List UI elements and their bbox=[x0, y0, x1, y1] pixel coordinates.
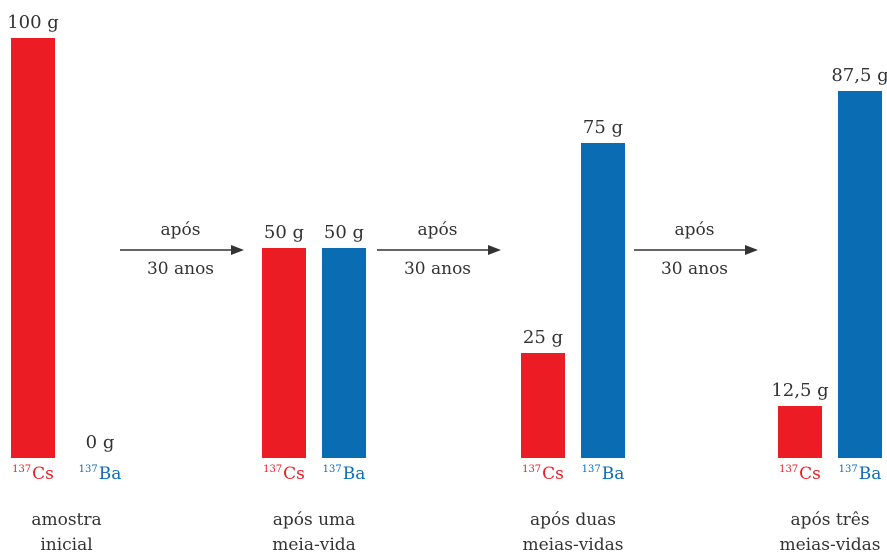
cs-mass-number: 137 bbox=[12, 464, 32, 475]
ba-mass-number: 137 bbox=[322, 464, 342, 475]
group-caption: após duas meias-vidas bbox=[493, 508, 653, 558]
group-caption-line1: após duas bbox=[529, 510, 617, 530]
arrow-label-bottom: 30 anos bbox=[146, 259, 215, 279]
time-arrow: após 30 anos bbox=[632, 212, 772, 292]
cs-symbol: Cs bbox=[799, 464, 821, 484]
group-caption-line1: após uma bbox=[272, 510, 356, 530]
ba-value-label: 50 g bbox=[323, 222, 365, 243]
arrow-label-top: após bbox=[417, 220, 458, 240]
ba-symbol: Ba bbox=[601, 464, 625, 484]
cs-bar bbox=[778, 405, 822, 458]
cs-mass-number: 137 bbox=[779, 464, 799, 475]
group-caption: após três meias-vidas bbox=[750, 508, 887, 558]
ba-bar bbox=[322, 248, 366, 458]
cs-value-label: 50 g bbox=[263, 222, 305, 243]
group-caption: após uma meia-vida bbox=[234, 508, 394, 558]
ba-bar bbox=[581, 143, 625, 458]
ba-mass-number: 137 bbox=[78, 464, 98, 475]
arrow-label-bottom: 30 anos bbox=[403, 259, 472, 279]
ba-bar bbox=[838, 90, 882, 458]
cs-137-label: 137Cs bbox=[244, 464, 324, 484]
cs-mass-number: 137 bbox=[263, 464, 283, 475]
ba-value-label: 0 g bbox=[85, 432, 115, 453]
ba-symbol: Ba bbox=[342, 464, 366, 484]
time-arrow: após 30 anos bbox=[118, 212, 258, 292]
arrow-label-top: após bbox=[160, 220, 201, 240]
ba-symbol: Ba bbox=[858, 464, 882, 484]
cs-mass-number: 137 bbox=[522, 464, 542, 475]
arrow-head bbox=[231, 245, 244, 255]
ba-value-label: 87,5 g bbox=[831, 64, 887, 86]
cs-symbol: Cs bbox=[283, 464, 305, 484]
ba-mass-number: 137 bbox=[581, 464, 601, 475]
ba-value-label: 75 g bbox=[582, 117, 624, 138]
arrow-head bbox=[745, 245, 758, 255]
group-caption-line1: após três bbox=[790, 510, 870, 530]
group-caption-line2: meia-vida bbox=[272, 535, 356, 555]
cs-symbol: Cs bbox=[542, 464, 564, 484]
ba-137-label: 137Ba bbox=[60, 464, 140, 484]
arrow-label-bottom: 30 anos bbox=[660, 259, 729, 279]
cs-value-label: 25 g bbox=[522, 327, 564, 348]
arrow-icon bbox=[377, 245, 501, 255]
group-caption-line2: inicial bbox=[40, 535, 93, 555]
cs-value-label: 100 g bbox=[7, 12, 59, 33]
cs-137-label: 137Cs bbox=[503, 464, 583, 484]
group-caption-line2: meias-vidas bbox=[522, 535, 624, 555]
arrow-icon bbox=[634, 245, 758, 255]
cs-137-label: 137Cs bbox=[760, 464, 840, 484]
cs-value-label: 12,5 g bbox=[771, 379, 829, 401]
arrow-head bbox=[488, 245, 501, 255]
ba-symbol: Ba bbox=[98, 464, 122, 484]
group-caption: amostra inicial bbox=[0, 508, 147, 558]
cs-137-label: 137Cs bbox=[0, 464, 73, 484]
ba-137-label: 137Ba bbox=[304, 464, 384, 484]
cs-bar bbox=[262, 248, 306, 458]
cs-symbol: Cs bbox=[32, 464, 54, 484]
ba-137-label: 137Ba bbox=[820, 464, 887, 484]
arrow-icon bbox=[120, 245, 244, 255]
group-caption-line2: meias-vidas bbox=[779, 535, 881, 555]
ba-mass-number: 137 bbox=[838, 464, 858, 475]
arrow-label-top: após bbox=[674, 220, 715, 240]
cs-bar bbox=[11, 38, 55, 458]
group-caption-line1: amostra bbox=[31, 510, 102, 530]
ba-137-label: 137Ba bbox=[563, 464, 643, 484]
time-arrow: após 30 anos bbox=[375, 212, 515, 292]
cs-bar bbox=[521, 353, 565, 458]
